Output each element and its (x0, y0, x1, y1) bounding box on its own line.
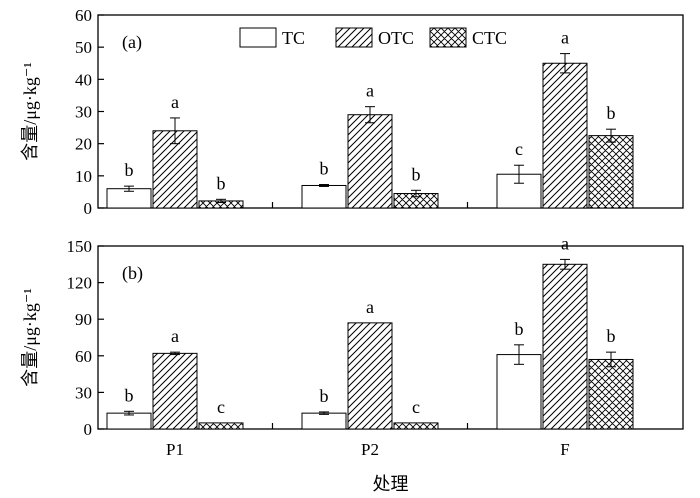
bar-ctc-f (588, 358, 634, 430)
panel-label: (a) (122, 32, 142, 53)
y-axis-title: 含量/μg·kg⁻¹ (20, 288, 40, 387)
x-tick-label: F (560, 440, 569, 459)
y-tick-label: 50 (75, 38, 92, 57)
y-tick-label: 150 (67, 237, 93, 256)
y-tick-label: 10 (75, 167, 92, 186)
x-axis-title: 处理 (373, 474, 409, 494)
y-tick-label: 30 (75, 383, 92, 402)
bar-tc-p2 (301, 184, 347, 209)
bar-otc-f (542, 62, 588, 209)
y-axis-title: 含量/μg·kg⁻¹ (20, 62, 40, 161)
legend-swatch (429, 27, 467, 48)
legend-label: TC (282, 28, 305, 48)
significance-letter: a (171, 92, 179, 112)
legend-item-ctc: CTC (429, 27, 507, 48)
y-tick-label: 30 (75, 103, 92, 122)
significance-letter: b (607, 103, 616, 123)
significance-letter: a (561, 28, 569, 48)
significance-letter: b (412, 164, 421, 184)
panel-label: (b) (122, 263, 143, 284)
significance-letter: b (320, 386, 329, 406)
significance-letter: a (171, 326, 179, 346)
legend-swatch (335, 27, 373, 48)
bar-otc-p2 (347, 322, 393, 430)
panel-b: 0 30 60 90 120 150 含量/μg·kg⁻¹ (b) b b b a a a c c b P1 P2 F… (20, 233, 684, 494)
x-tick-label: P1 (166, 440, 184, 459)
bar-ctc-p1 (198, 422, 244, 430)
legend-label: CTC (472, 28, 507, 48)
y-tick-label: 120 (67, 274, 93, 293)
y-tick-label: 60 (75, 6, 92, 25)
legend-item-otc: OTC (335, 27, 414, 48)
bar-otc-p1 (152, 352, 198, 430)
bar-otc-f (542, 263, 588, 430)
bar-tc-f (496, 354, 542, 430)
bar-ctc-f (588, 135, 634, 209)
bar-ctc-p2 (393, 422, 439, 430)
bar-tc-p1 (106, 412, 152, 430)
legend-swatch (239, 27, 277, 48)
significance-letter: c (412, 397, 420, 417)
y-tick-label: 40 (75, 70, 92, 89)
bar-otc-p2 (347, 114, 393, 209)
significance-letter: b (515, 319, 524, 339)
significance-letter: c (217, 397, 225, 417)
significance-letter: a (366, 81, 374, 101)
y-tick-label: 60 (75, 347, 92, 366)
y-tick-label: 0 (84, 420, 93, 439)
significance-letter: b (320, 159, 329, 179)
y-tick-label: 20 (75, 135, 92, 154)
significance-letter: b (217, 173, 226, 193)
bar-tc-p2 (301, 412, 347, 430)
legend: TC OTC CTC (239, 27, 507, 48)
significance-letter: a (366, 297, 374, 317)
legend-item-tc: TC (239, 27, 305, 48)
significance-letter: a (561, 233, 569, 253)
significance-letter: b (607, 326, 616, 346)
x-tick-label: P2 (361, 440, 379, 459)
y-tick-label: 90 (75, 310, 92, 329)
panel-a: 0 10 20 30 40 50 60 含量/μg·kg⁻¹ (a) b b c a a a b b b TC OTC… (20, 6, 684, 218)
y-tick-label: 0 (84, 199, 93, 218)
legend-label: OTC (378, 28, 414, 48)
significance-letter: b (125, 385, 134, 405)
significance-letter: b (125, 160, 134, 180)
significance-letter: c (515, 139, 523, 159)
